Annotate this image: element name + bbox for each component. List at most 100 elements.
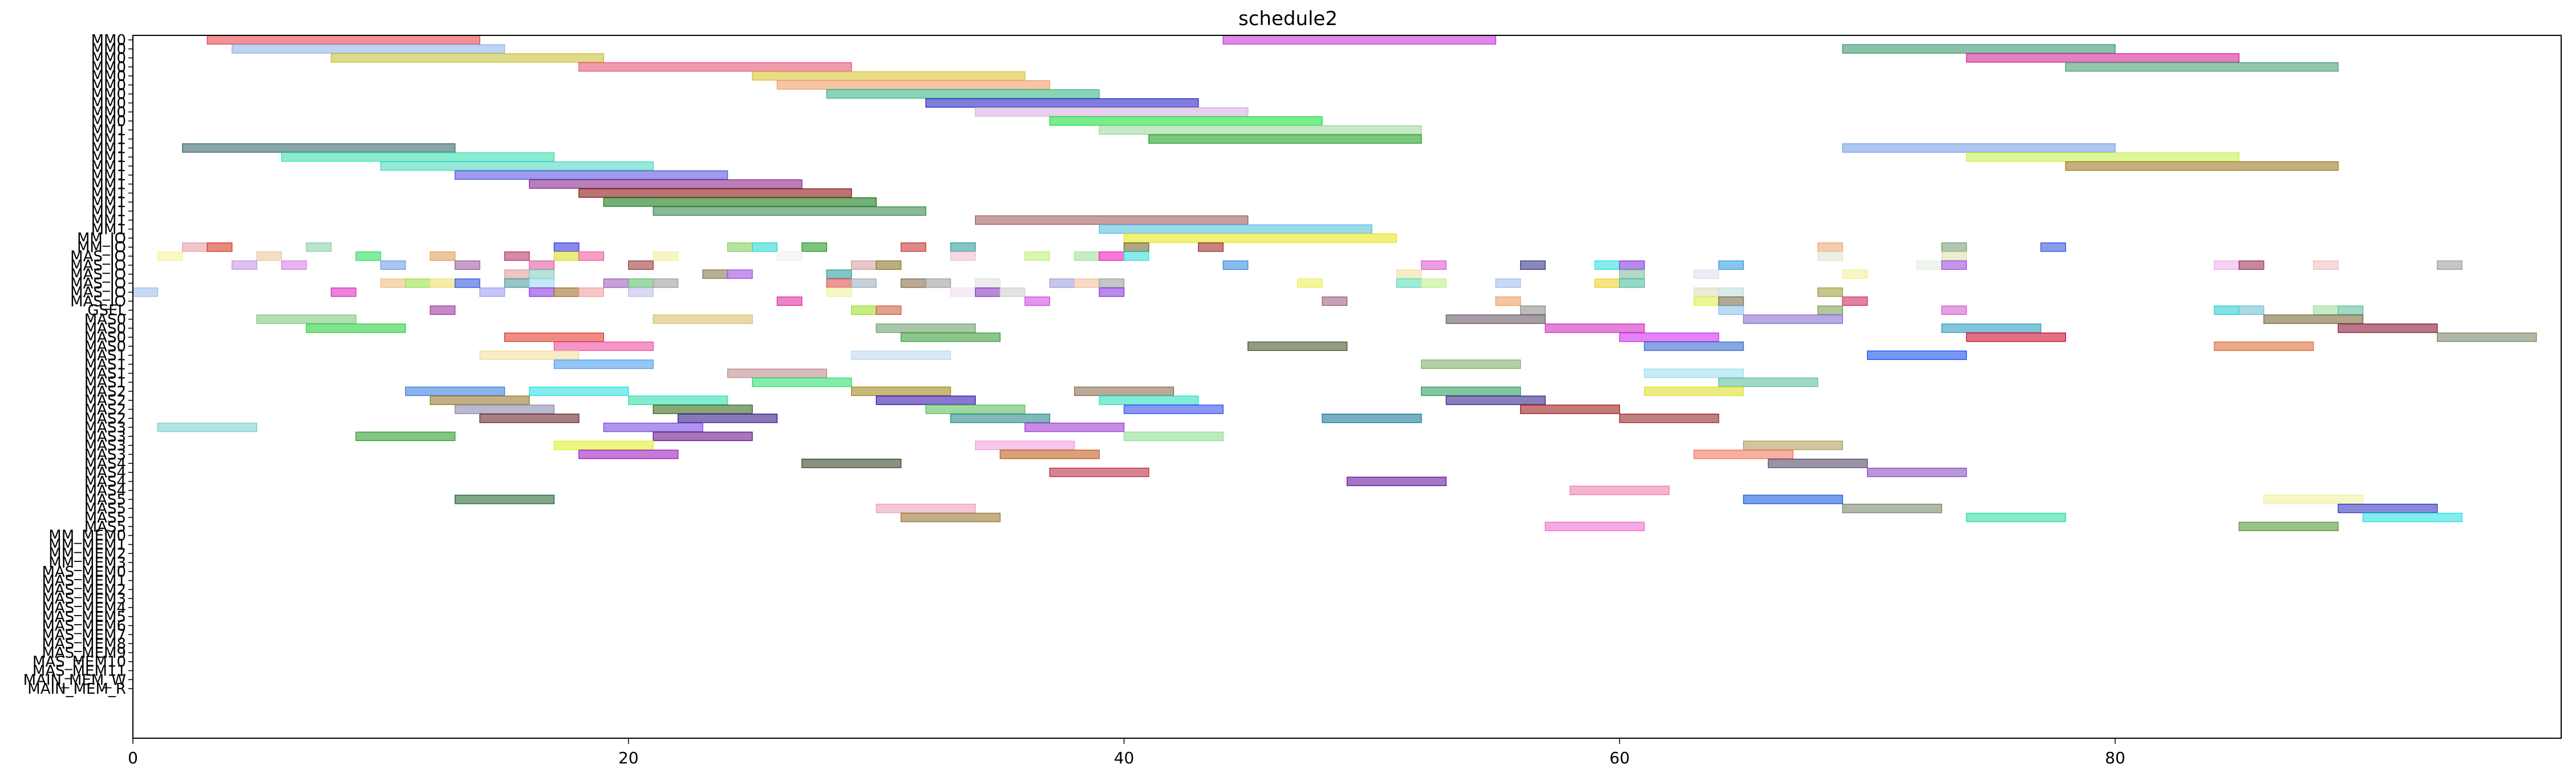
task-bar [925, 98, 1199, 108]
task-bar [355, 251, 382, 261]
y-tick-label: MAS0 [84, 338, 126, 355]
task-bar [1074, 251, 1100, 261]
task-bar [1941, 323, 2042, 333]
y-tick-label: MM_MEM1 [48, 536, 126, 553]
y-tick-label: MAS5 [84, 491, 126, 508]
y-tick-label: MAS_IO [70, 284, 126, 301]
task-bar [1545, 521, 1645, 532]
y-tick-label: MM_MEM2 [48, 545, 126, 562]
task-bar [876, 305, 902, 315]
task-bar [1619, 260, 1645, 270]
y-tick-label: MM0 [91, 104, 126, 121]
task-bar [380, 260, 406, 270]
task-bar [1099, 287, 1125, 297]
task-bar [900, 512, 1001, 523]
task-bar [281, 260, 307, 270]
task-bar [306, 323, 406, 333]
x-tick-label: 80 [2105, 748, 2125, 767]
y-tick-label: MAIN_MEM_W [23, 671, 126, 689]
y-tick-label: MM0 [91, 59, 126, 76]
y-tick-label: MM1 [91, 194, 126, 211]
task-bar [628, 287, 654, 297]
task-bar [1842, 143, 2116, 153]
task-bar [132, 287, 159, 297]
task-bar [1966, 512, 2066, 523]
task-bar [1718, 305, 1744, 315]
task-bar [1718, 287, 1744, 297]
task-bar [1346, 476, 1447, 487]
plot-frame [132, 35, 2562, 739]
task-bar [1322, 414, 1422, 423]
task-bar [702, 269, 728, 279]
task-bar [628, 260, 654, 270]
task-bar [1396, 278, 1422, 288]
task-bar [1718, 260, 1744, 270]
task-bar [975, 287, 1001, 297]
task-bar [232, 260, 257, 270]
task-bar [727, 242, 753, 252]
task-bar [1074, 278, 1100, 288]
task-bar [2437, 260, 2462, 270]
task-bar [306, 242, 332, 252]
task-bar [1817, 305, 1843, 315]
y-tick-label: MAS2 [84, 401, 126, 418]
task-bar [1718, 296, 1744, 306]
task-bar [553, 287, 580, 297]
task-bar [1024, 251, 1050, 261]
x-tick-label: 20 [618, 748, 639, 767]
task-bar [206, 35, 480, 45]
y-tick-label: MM0 [91, 32, 126, 49]
task-bar [2338, 305, 2364, 315]
task-bar [1693, 450, 1794, 459]
task-bar [182, 143, 456, 153]
y-tick-label: MAS3 [84, 419, 126, 436]
task-bar [1421, 278, 1447, 288]
task-bar [1743, 440, 1843, 450]
task-bar [826, 278, 852, 288]
y-tick-label: MAS1 [84, 357, 126, 374]
y-axis-labels: MM0MM0MM0MM0MM0MM0MM0MM0MM0MM0MM1MM1MM1M… [23, 32, 133, 698]
task-bar [578, 188, 852, 198]
y-tick-label: MAS_IO [70, 293, 126, 310]
task-bar [2214, 305, 2239, 315]
task-bar [851, 350, 951, 360]
task-bar [504, 269, 530, 279]
task-bar [851, 386, 951, 396]
y-tick-label: MAS2 [84, 383, 126, 400]
y-tick-label: MM1 [91, 221, 126, 238]
y-tick-label: MAS4 [84, 474, 126, 491]
task-bar [1817, 242, 1843, 252]
task-bar [950, 414, 1050, 423]
task-bar [653, 278, 679, 288]
task-bar [1966, 332, 2066, 342]
task-bar [1842, 269, 1868, 279]
task-bar [752, 71, 1026, 81]
task-bar [727, 269, 753, 279]
task-bar [2312, 260, 2339, 270]
y-tick-label: MAS4 [84, 483, 126, 500]
y-tick-label: MAIN_MEM_R [27, 681, 126, 698]
y-tick-label: MAS3 [84, 428, 126, 446]
task-bar [157, 251, 183, 261]
x-tick-label: 40 [1114, 748, 1135, 767]
y-tick-label: MAS0 [84, 311, 126, 329]
task-bar [1718, 377, 1818, 387]
y-tick-label: MM1 [91, 149, 126, 166]
task-bar [1842, 44, 2116, 54]
task-bar [2312, 305, 2339, 315]
task-bar [455, 278, 480, 288]
task-bar [1693, 287, 1719, 297]
task-bar [2238, 305, 2265, 315]
y-tick-label: MAS_MEM9 [42, 645, 126, 662]
task-bar [1445, 314, 1546, 324]
task-bar [182, 242, 208, 252]
task-bar [2338, 504, 2438, 513]
task-bar [455, 170, 728, 180]
task-bar [281, 152, 555, 162]
task-bar [1520, 260, 1546, 270]
task-bar [851, 260, 877, 270]
task-bar [1421, 359, 1521, 369]
y-tick-label: MAS5 [84, 500, 126, 517]
y-tick-label: MAS_MEM4 [42, 600, 126, 617]
task-bar [776, 80, 1050, 90]
